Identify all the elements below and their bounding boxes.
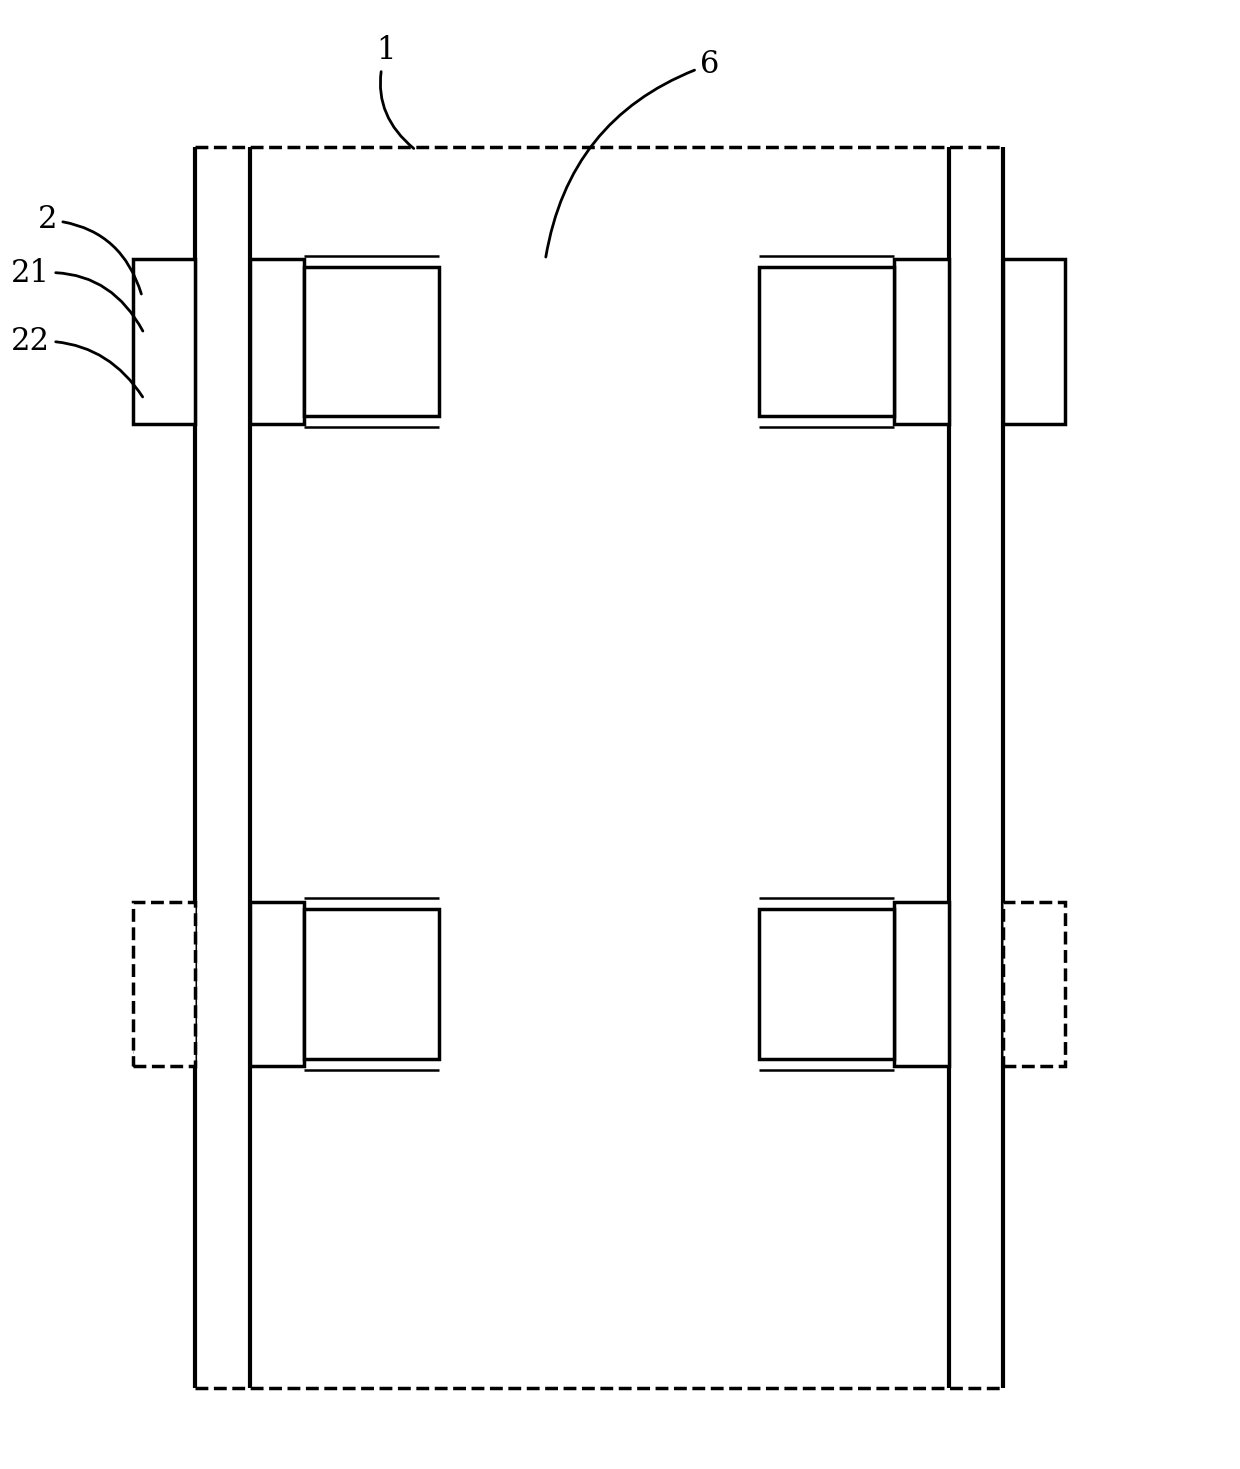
Text: 2: 2	[38, 204, 141, 294]
Bar	[249, 260, 305, 423]
Text: 22: 22	[11, 326, 143, 397]
Bar	[894, 260, 949, 423]
Bar	[894, 902, 949, 1066]
Text: 21: 21	[11, 259, 143, 331]
Bar	[759, 267, 894, 416]
Bar	[1003, 260, 1065, 423]
Bar	[249, 902, 305, 1066]
Text: 1: 1	[376, 35, 414, 148]
Bar	[305, 909, 439, 1059]
Bar	[133, 260, 195, 423]
Bar	[759, 909, 894, 1059]
Bar	[1003, 902, 1065, 1066]
Bar	[133, 902, 195, 1066]
Text: 6: 6	[546, 48, 719, 257]
Bar	[305, 267, 439, 416]
